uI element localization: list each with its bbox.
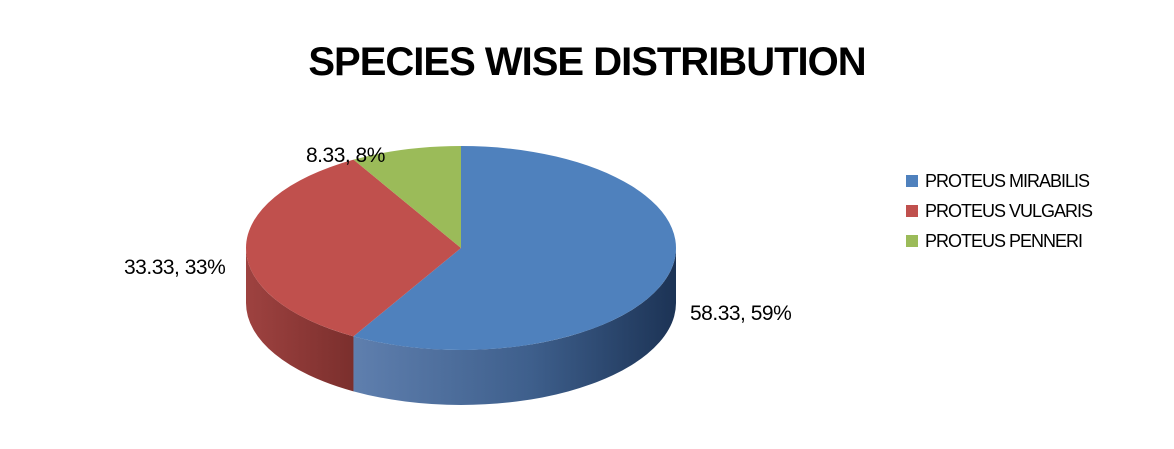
data-label-proteus-penneri: 8.33, 8% (306, 144, 385, 167)
legend-swatch (906, 175, 918, 187)
legend-swatch (906, 235, 918, 247)
pie-slice-proteus-penneri (353, 146, 461, 248)
pie-side-proteus-vulgaris (246, 248, 354, 392)
pie-slice-proteus-vulgaris (245, 159, 461, 337)
pie-side-proteus-mirabilis (353, 248, 676, 405)
data-label-proteus-mirabilis: 58.33, 59% (690, 302, 791, 325)
legend-item-proteus-mirabilis: PROTEUS MIRABILIS (906, 166, 1092, 196)
legend-swatch (906, 205, 918, 217)
legend-label: PROTEUS MIRABILIS (925, 170, 1090, 191)
legend-item-proteus-penneri: PROTEUS PENNERI (906, 226, 1092, 256)
data-label-proteus-vulgaris: 33.33, 33% (124, 256, 225, 279)
legend: PROTEUS MIRABILIS PROTEUS VULGARIS PROTEUS… (906, 166, 1093, 256)
chart-title: SPECIES WISE DISTRIBUTION (308, 40, 866, 84)
legend-label: PROTEUS VULGARIS (925, 200, 1093, 221)
legend-label: PROTEUS PENNERI (925, 230, 1083, 251)
legend-item-proteus-vulgaris: PROTEUS VULGARIS (906, 196, 1093, 226)
pie-slice-proteus-mirabilis (353, 146, 677, 351)
